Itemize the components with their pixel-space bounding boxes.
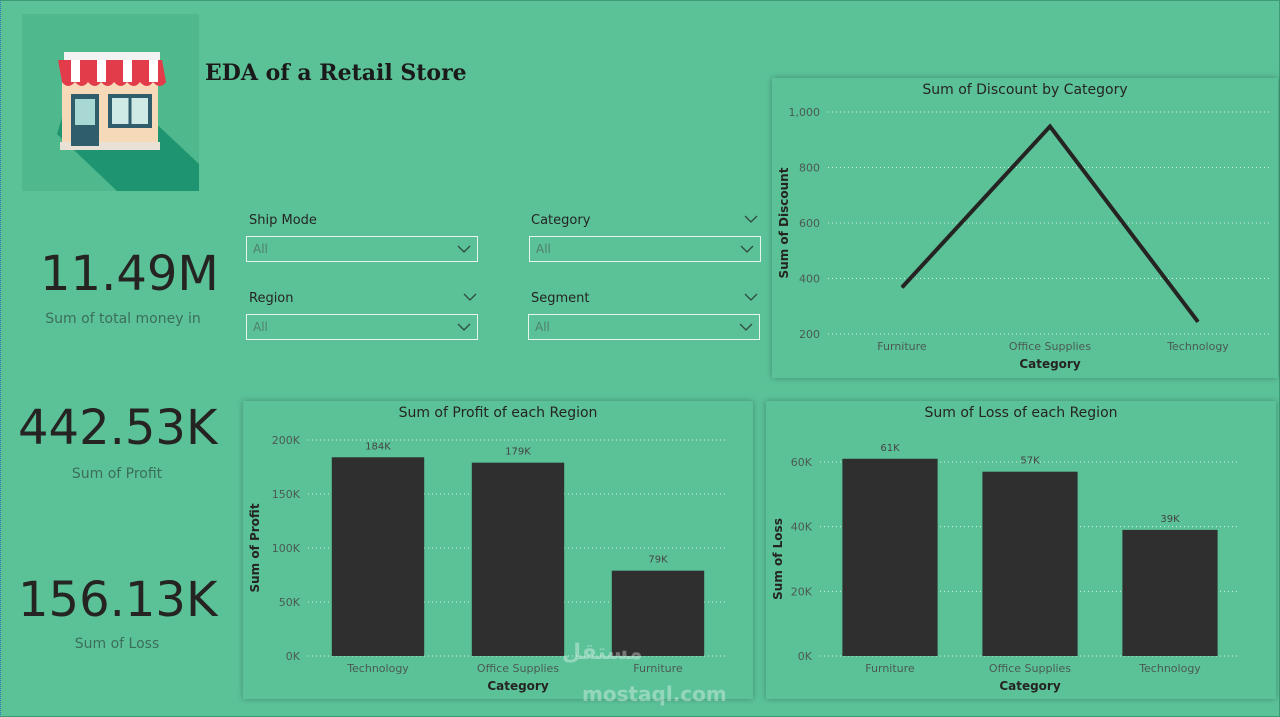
y-tick-label: 1,000: [789, 106, 821, 119]
kpi-profit-value: 442.53K: [18, 400, 218, 456]
data-point: [901, 286, 903, 288]
chart-loss-by-region[interactable]: Sum of Loss of each Region 0K 20K 40K 60K Fur…: [766, 401, 1276, 699]
chart-profit-by-region[interactable]: Sum of Profit of each Region 0K 50K 100K 150…: [243, 401, 753, 699]
kpi-loss-label: Sum of Loss: [74, 636, 160, 652]
x-tick-label: Office Supplies: [989, 662, 1071, 675]
y-tick-label: 200: [799, 328, 820, 341]
y-tick-label: 400: [799, 273, 820, 286]
x-tick-label: Office Supplies: [1009, 340, 1091, 353]
chevron-down-icon: [457, 323, 471, 331]
y-tick-label: 40K: [791, 521, 813, 534]
chevron-down-icon[interactable]: [463, 292, 477, 302]
watermark-latin: mostaql.com: [582, 682, 727, 706]
slicer-region-value: All: [253, 320, 268, 334]
chevron-down-icon: [457, 245, 471, 253]
chart-loss-svg: Sum of Loss of each Region 0K 20K 40K 60K Fur…: [771, 405, 1240, 693]
store-icon: [57, 52, 199, 191]
y-axis-label: Sum of Loss: [771, 518, 785, 600]
y-tick-label: 50K: [279, 596, 301, 609]
slicer-ship-mode-value: All: [253, 242, 268, 256]
x-tick-label: Technology: [346, 662, 409, 675]
y-tick-label: 150K: [272, 488, 301, 501]
chevron-down-icon[interactable]: [744, 292, 758, 302]
bar: [471, 462, 565, 656]
kpi-loss-value: 156.13K: [18, 572, 218, 628]
x-tick-label: Furniture: [877, 340, 927, 353]
chart-discount-svg: Sum of Discount by Category 200 400 600 800 1…: [777, 82, 1272, 371]
y-tick-label: 20K: [791, 585, 813, 598]
x-axis-label: Category: [999, 679, 1061, 693]
x-tick-label: Technology: [1166, 340, 1229, 353]
bar: [982, 471, 1078, 656]
data-label: 39K: [1160, 514, 1180, 525]
watermark-arabic: مستقل: [562, 640, 643, 665]
y-tick-label: 200K: [272, 434, 301, 447]
data-label: 79K: [648, 555, 668, 566]
bar: [611, 570, 705, 656]
slicer-region-dropdown[interactable]: All: [246, 314, 478, 340]
slicer-region-label: Region: [249, 291, 294, 306]
chart-title: Sum of Loss of each Region: [924, 405, 1117, 421]
slicer-ship-mode-dropdown[interactable]: All: [246, 236, 478, 262]
slicer-category-label: Category: [531, 213, 591, 228]
chevron-down-icon[interactable]: [744, 214, 758, 224]
x-axis-label: Category: [1019, 357, 1081, 371]
kpi-total-money-value: 11.49M: [40, 246, 219, 302]
y-tick-label: 800: [799, 162, 820, 175]
store-logo: [22, 14, 199, 191]
bar: [1122, 529, 1218, 656]
data-label: 184K: [365, 441, 391, 452]
series-line: [900, 123, 1200, 323]
bar: [331, 457, 425, 656]
kpi-profit-label: Sum of Profit: [71, 466, 163, 482]
slicer-ship-mode-label: Ship Mode: [249, 213, 317, 228]
y-tick-label: 0K: [798, 650, 813, 663]
bar: [842, 458, 938, 656]
data-label: 57K: [1020, 456, 1040, 467]
slicer-category-dropdown[interactable]: All: [529, 236, 761, 262]
x-tick-label: Technology: [1138, 662, 1201, 675]
x-axis-label: Category: [487, 679, 549, 693]
y-tick-label: 600: [799, 217, 820, 230]
y-tick-label: 100K: [272, 542, 301, 555]
slicer-segment-label: Segment: [531, 291, 590, 306]
data-label: 179K: [505, 447, 531, 458]
y-tick-label: 0K: [286, 650, 301, 663]
x-tick-label: Furniture: [633, 662, 683, 675]
y-tick-label: 60K: [791, 456, 813, 469]
slicer-category-value: All: [536, 242, 551, 256]
slicer-segment-value: All: [535, 320, 550, 334]
chart-title: Sum of Discount by Category: [922, 82, 1127, 98]
chevron-down-icon: [740, 245, 754, 253]
data-label: 61K: [880, 443, 900, 454]
page-title: EDA of a Retail Store: [205, 60, 467, 86]
data-point: [1197, 321, 1199, 323]
x-tick-label: Office Supplies: [477, 662, 559, 675]
kpi-total-money-label: Sum of total money in: [45, 311, 201, 327]
chart-profit-svg: Sum of Profit of each Region 0K 50K 100K 150…: [248, 405, 728, 693]
chart-discount-by-category[interactable]: Sum of Discount by Category 200 400 600 800 1…: [772, 78, 1278, 378]
chevron-down-icon: [739, 323, 753, 331]
data-point: [1049, 125, 1051, 127]
chart-title: Sum of Profit of each Region: [399, 405, 598, 421]
slicer-segment-dropdown[interactable]: All: [528, 314, 760, 340]
x-tick-label: Furniture: [865, 662, 915, 675]
y-axis-label: Sum of Profit: [248, 503, 262, 592]
y-axis-label: Sum of Discount: [777, 167, 791, 278]
